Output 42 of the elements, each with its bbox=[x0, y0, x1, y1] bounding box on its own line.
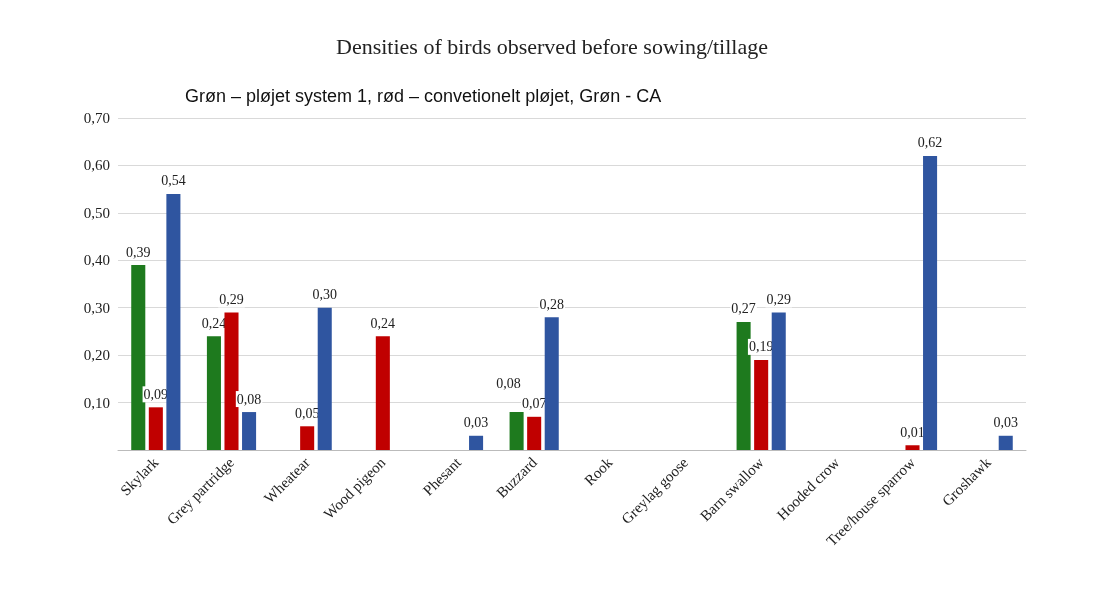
bar bbox=[527, 416, 542, 450]
bar bbox=[166, 193, 181, 450]
y-tick-label: 0,30 bbox=[83, 299, 110, 316]
bar bbox=[509, 412, 524, 450]
bar bbox=[544, 317, 559, 450]
bar bbox=[469, 435, 484, 450]
data-label: 0,08 bbox=[496, 375, 521, 391]
y-tick-label: 0,10 bbox=[83, 394, 110, 411]
bar bbox=[771, 312, 786, 450]
data-label: 0,08 bbox=[236, 391, 262, 407]
bar bbox=[923, 155, 938, 450]
bar bbox=[375, 336, 390, 450]
y-tick-label: 0,40 bbox=[83, 252, 110, 269]
bar bbox=[905, 445, 920, 450]
bar bbox=[242, 412, 257, 450]
y-tick-label: 0,60 bbox=[83, 157, 110, 174]
chart-title: Densities of birds observed before sowing/tillage bbox=[336, 33, 768, 59]
bar bbox=[131, 265, 146, 450]
data-label: 0,07 bbox=[521, 396, 547, 412]
data-label: 0,30 bbox=[312, 287, 337, 303]
bar bbox=[736, 321, 751, 450]
bar bbox=[317, 307, 332, 450]
y-tick-label: 0,20 bbox=[83, 347, 110, 364]
data-label: 0,03 bbox=[463, 415, 489, 431]
data-label: 0,39 bbox=[126, 244, 151, 260]
bar bbox=[224, 312, 239, 450]
data-label: 0,24 bbox=[370, 315, 396, 331]
data-label: 0,27 bbox=[731, 301, 756, 317]
bar bbox=[754, 359, 769, 450]
chart-subtitle: Grøn – pløjet system 1, rød – convetionelt pløjet, Grøn - CA bbox=[185, 86, 662, 106]
y-tick-label: 0,70 bbox=[83, 110, 110, 126]
data-label: 0,54 bbox=[161, 173, 186, 189]
data-label: 0,28 bbox=[539, 296, 564, 312]
y-tick-label: 0,50 bbox=[83, 204, 110, 221]
bar bbox=[148, 407, 163, 450]
data-label: 0,29 bbox=[766, 291, 791, 307]
data-label: 0,29 bbox=[219, 291, 244, 307]
data-label: 0,03 bbox=[993, 415, 1018, 431]
bar bbox=[300, 426, 315, 450]
bar bbox=[998, 435, 1013, 450]
bar bbox=[206, 336, 221, 450]
data-label: 0,62 bbox=[917, 135, 943, 151]
